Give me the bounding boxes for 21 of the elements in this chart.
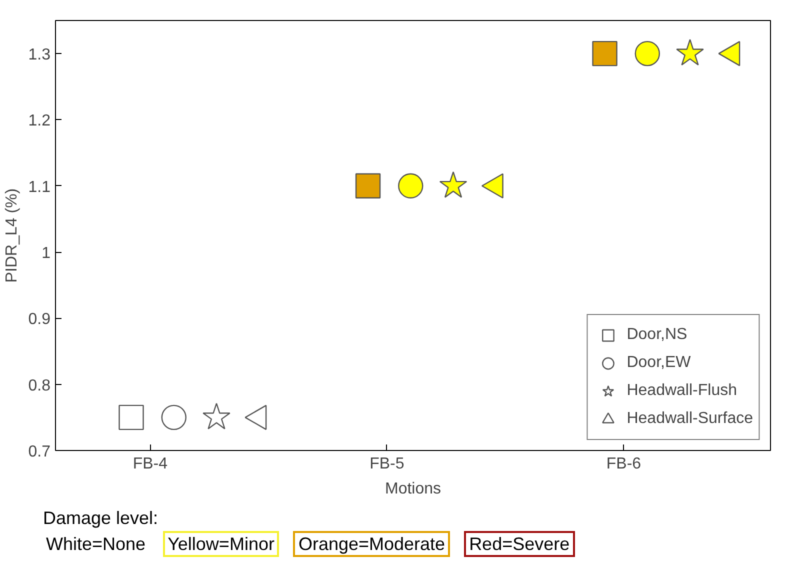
y-axis-title: PIDR_L4 (%) [3, 188, 20, 283]
text: Damage level: [43, 508, 158, 528]
y-tick-label: 1.1 [28, 178, 51, 196]
y-tick-label: 0.8 [28, 377, 51, 394]
text: Yellow=Minor [162, 531, 280, 557]
text: Red=Severe [464, 531, 575, 557]
y-tick-label: 0.9 [28, 311, 51, 328]
y-tick-label: 1 [42, 245, 51, 262]
x-axis-title: Motions [384, 480, 442, 498]
x-tick-label: FB-4 [132, 456, 168, 472]
y-tick-label: 0.7 [28, 444, 51, 460]
text: White=None [45, 533, 147, 555]
x-tick-label: FB-5 [370, 456, 404, 472]
legend-label: Door,NS [626, 326, 688, 344]
y-tick-label: 1.2 [28, 112, 51, 130]
legend-label: Headwall-Surface [626, 410, 753, 428]
legend-label: Door,EW [626, 354, 691, 372]
y-tick-label: 1.3 [28, 46, 51, 64]
text: Orange=Moderate [293, 531, 450, 557]
legend-label: Headwall-Flush [626, 382, 737, 400]
x-tick-label: FB-6 [606, 456, 642, 472]
